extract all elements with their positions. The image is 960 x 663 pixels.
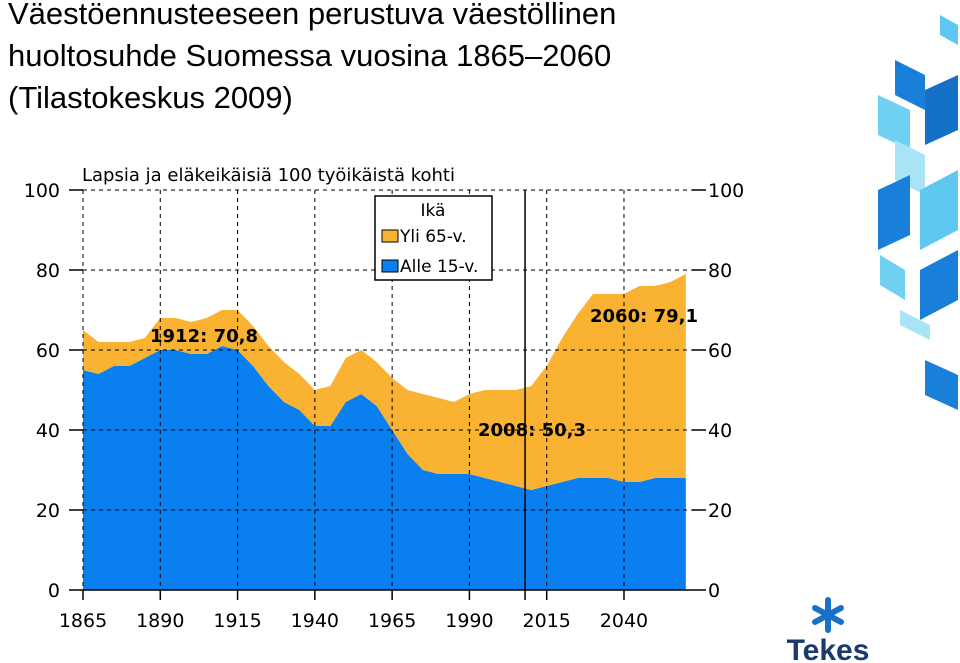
title: (Tilastokeskus 2009) bbox=[8, 80, 293, 115]
legend-label: Alle 15-v. bbox=[400, 257, 478, 277]
legend: Ikä Yli 65-v. Alle 15-v. bbox=[374, 195, 493, 281]
x-tick-label: 1940 bbox=[291, 610, 339, 632]
y2-tick-label: 100 bbox=[708, 180, 744, 202]
area bbox=[83, 346, 686, 590]
y2-tick-label: 40 bbox=[708, 420, 732, 442]
logo-text: Tekes bbox=[787, 634, 870, 663]
legend-title: Ikä bbox=[421, 201, 446, 221]
y-tick-label: 80 bbox=[36, 260, 60, 282]
y2-tick-label: 80 bbox=[708, 260, 732, 282]
chart-subtitle: Lapsia ja eläkeikäisiä 100 työikäistä ko… bbox=[82, 165, 455, 186]
x-tick-label: 2040 bbox=[600, 610, 648, 632]
annotation: 2008: 50,3 bbox=[478, 420, 586, 441]
x-tick-label: 2015 bbox=[523, 610, 571, 632]
y-tick-label: 40 bbox=[36, 420, 60, 442]
legend-label: Yli 65-v. bbox=[399, 227, 467, 247]
legend-swatch bbox=[381, 259, 399, 273]
legend-swatch bbox=[381, 229, 399, 243]
y2-tick-label: 0 bbox=[708, 580, 720, 602]
logo: Tekes bbox=[787, 597, 870, 663]
x-tick-label: 1865 bbox=[59, 610, 107, 632]
annotation: 1912: 70,8 bbox=[150, 326, 258, 347]
y-tick-label: 100 bbox=[24, 180, 60, 202]
y-tick-label: 0 bbox=[48, 580, 60, 602]
y2-tick-label: 20 bbox=[708, 500, 732, 522]
x-tick-label: 1890 bbox=[136, 610, 184, 632]
x-tick-label: 1965 bbox=[368, 610, 416, 632]
x-tick-label: 1990 bbox=[445, 610, 493, 632]
y-tick-label: 20 bbox=[36, 500, 60, 522]
area bbox=[83, 274, 686, 490]
annotation: 2060: 79,1 bbox=[590, 306, 698, 327]
x-tick-label: 1915 bbox=[213, 610, 261, 632]
title: huoltosuhde Suomessa vuosina 1865–2060 bbox=[8, 38, 611, 73]
y2-tick-label: 60 bbox=[708, 340, 732, 362]
y-tick-label: 60 bbox=[36, 340, 60, 362]
decor bbox=[878, 15, 958, 410]
title: Väestöennusteeseen perustuva väestölline… bbox=[8, 0, 616, 31]
